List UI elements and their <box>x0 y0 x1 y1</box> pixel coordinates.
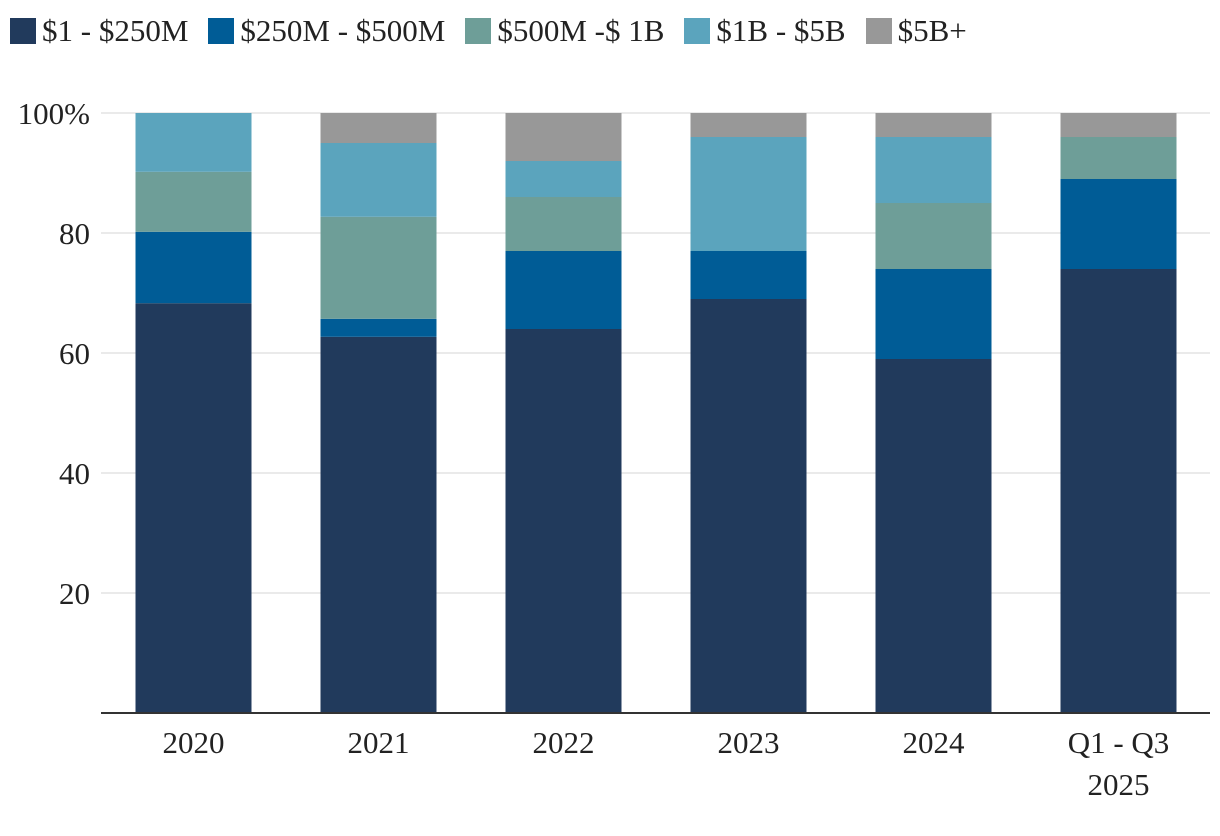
y-tick-label: 60 <box>59 336 90 371</box>
x-tick-label: 2024 <box>903 725 966 760</box>
bar-2022-1-250m <box>505 329 622 713</box>
x-tick-label: 2020 <box>163 725 225 760</box>
chart-legend: $1 - $250M $250M - $500M $500M -$ 1B $1B - … <box>10 13 987 49</box>
bar-q1-q3-2025-1-250m <box>1060 269 1177 713</box>
legend-swatch <box>684 18 711 44</box>
bar-2023-1b-5b <box>690 137 807 251</box>
x-tick-label: 2025 <box>1088 767 1150 802</box>
legend-swatch <box>10 18 36 44</box>
y-tick-label: 40 <box>59 456 90 491</box>
bar-2024-1-250m <box>875 359 992 713</box>
bar-2022-500m-1b <box>505 197 622 251</box>
legend-swatch <box>465 18 492 44</box>
legend-label: $500M -$ 1B <box>497 13 665 48</box>
legend-swatch <box>208 18 235 44</box>
bar-2024-5b <box>875 113 992 137</box>
legend-item-1-250m: $1 - $250M <box>10 13 188 49</box>
bar-2024-1b-5b <box>875 137 992 203</box>
bar-2021-250m-500m <box>320 318 437 337</box>
bar-2020-500m-1b <box>135 171 252 232</box>
bar-2023-5b <box>690 113 807 137</box>
x-tick-label: Q1 - Q3 <box>1068 725 1170 760</box>
bar-2021-1b-5b <box>320 143 437 217</box>
legend-item-1b-5b: $1B - $5B <box>684 13 846 49</box>
bar-2022-1b-5b <box>505 161 622 197</box>
bar-2020-1b-5b <box>135 113 252 172</box>
y-tick-label: 80 <box>59 216 90 251</box>
bar-2021-5b <box>320 113 437 143</box>
legend-item-5b: $5B+ <box>865 13 967 49</box>
bar-2022-250m-500m <box>505 251 622 329</box>
bar-2024-500m-1b <box>875 203 992 269</box>
legend-label: $5B+ <box>897 13 967 48</box>
legend-label: $1B - $5B <box>716 13 846 48</box>
bar-2023-1-250m <box>690 299 807 713</box>
bar-2022-5b <box>505 113 622 161</box>
x-tick-label: 2023 <box>718 725 780 760</box>
legend-item-250m-500m: $250M - $500M <box>208 13 445 49</box>
y-tick-label: 20 <box>59 576 90 611</box>
bar-q1-q3-2025-500m-1b <box>1060 137 1177 179</box>
legend-swatch <box>865 18 892 44</box>
bar-2021-500m-1b <box>320 216 437 319</box>
legend-item-500m-1b: $500M -$ 1B <box>465 13 664 49</box>
x-tick-label: 2022 <box>533 725 595 760</box>
bar-q1-q3-2025-5b <box>1060 113 1177 137</box>
legend-label: $1 - $250M <box>42 13 189 48</box>
bar-2020-1-250m <box>135 303 252 713</box>
bar-2020-250m-500m <box>135 231 252 304</box>
legend-label: $250M - $500M <box>240 13 446 48</box>
bar-2024-250m-500m <box>875 269 992 359</box>
y-tick-label: 100% <box>18 96 90 131</box>
bar-2021-1-250m <box>320 336 437 713</box>
x-tick-label: 2021 <box>348 725 410 760</box>
bar-2023-250m-500m <box>690 251 807 299</box>
bar-q1-q3-2025-250m-500m <box>1060 179 1177 269</box>
